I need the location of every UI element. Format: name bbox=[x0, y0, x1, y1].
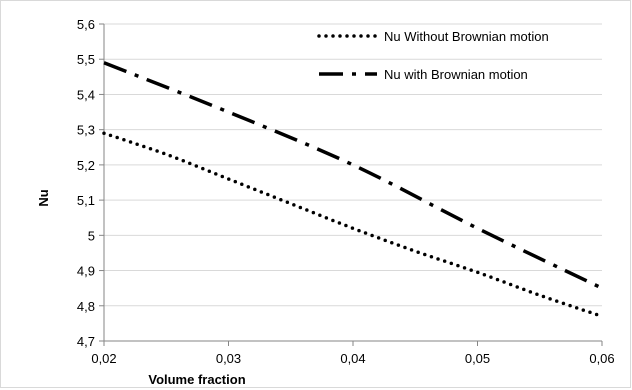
y-tick-label: 4,9 bbox=[77, 264, 95, 279]
y-tick-label: 5,6 bbox=[77, 17, 95, 32]
y-tick-label: 5,4 bbox=[77, 87, 95, 102]
x-tick-label: 0,06 bbox=[589, 351, 614, 366]
legend: Nu Without Brownian motion Nu with Browni… bbox=[317, 29, 549, 82]
y-tick-label: 4,7 bbox=[77, 334, 95, 349]
y-tick-label: 5,2 bbox=[77, 158, 95, 173]
grid-layer bbox=[104, 23, 602, 307]
y-axis-title: Nu bbox=[36, 189, 51, 206]
x-tick-label: 0,05 bbox=[465, 351, 490, 366]
legend-label-1: Nu Without Brownian motion bbox=[384, 29, 549, 44]
x-tick-label: 0,04 bbox=[340, 351, 365, 366]
legend-label-2: Nu with Brownian motion bbox=[384, 67, 528, 82]
axis-layer: 4,7 4,8 4,9 5 5,1 5,2 5,3 5,4 5,5 5,6 0,02 0,03 0,04… bbox=[77, 17, 615, 366]
y-tick-label: 5,1 bbox=[77, 193, 95, 208]
y-tick-label: 5 bbox=[88, 228, 95, 243]
y-tick-label: 5,3 bbox=[77, 123, 95, 138]
x-axis-title: Volume fraction bbox=[148, 372, 245, 387]
x-tick-label: 0,03 bbox=[216, 351, 241, 366]
x-tick-label: 0,02 bbox=[91, 351, 116, 366]
y-tick-label: 4,8 bbox=[77, 299, 95, 314]
y-tick-label: 5,5 bbox=[77, 52, 95, 67]
series-layer bbox=[102, 61, 604, 319]
series-line-1 bbox=[102, 131, 604, 319]
series-line-2 bbox=[103, 61, 603, 290]
